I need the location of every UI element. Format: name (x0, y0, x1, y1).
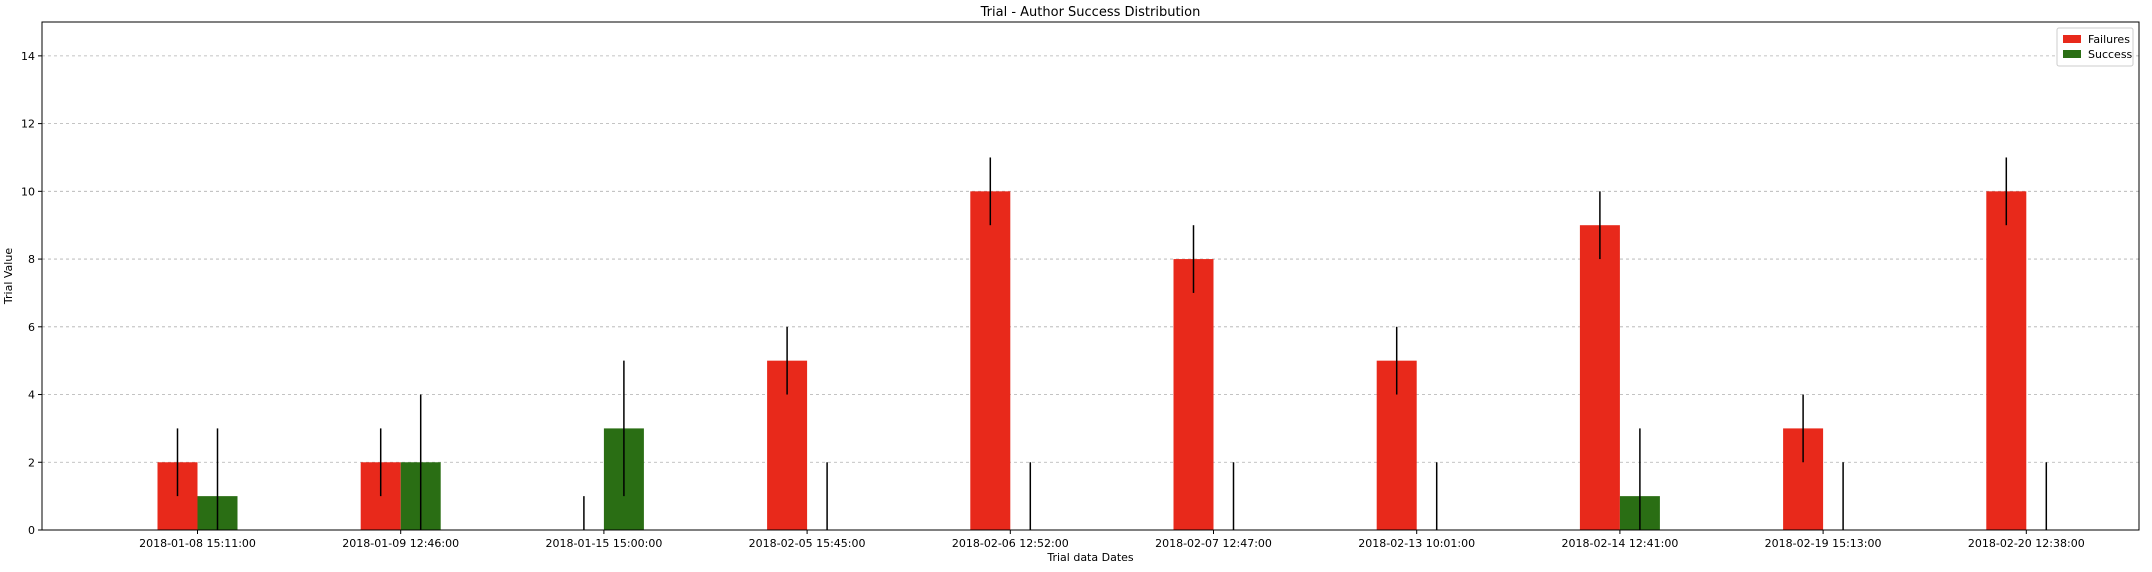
x-tick-label: 2018-02-14 12:41:00 (1561, 537, 1678, 550)
failures-bar (1986, 191, 2027, 531)
chart-title: Trial - Author Success Distribution (980, 5, 1201, 20)
x-tick-label: 2018-02-07 12:47:00 (1155, 537, 1272, 550)
legend-swatch (2063, 50, 2081, 58)
x-axis-label: Trial data Dates (1046, 551, 1134, 564)
error-bars (176, 157, 2048, 530)
x-tick-label: 2018-02-05 15:45:00 (749, 537, 866, 550)
y-tick-label: 0 (28, 524, 35, 537)
x-tick-label: 2018-01-09 12:46:00 (342, 537, 459, 550)
x-tick-label: 2018-02-19 15:13:00 (1765, 537, 1882, 550)
y-tick-label: 12 (21, 118, 35, 131)
legend-label: Failures (2088, 33, 2130, 46)
legend-label: Success (2088, 48, 2133, 61)
y-gridlines (42, 55, 2139, 463)
y-tick-label: 10 (21, 185, 35, 198)
x-tick-label: 2018-02-13 10:01:00 (1358, 537, 1475, 550)
bars (157, 191, 2027, 531)
x-tick-label: 2018-02-20 12:38:00 (1968, 537, 2085, 550)
legend-swatch (2063, 35, 2081, 43)
y-tick-label: 14 (21, 50, 35, 63)
y-tick-label: 2 (28, 456, 35, 469)
y-tick-label: 6 (28, 321, 35, 334)
failures-bar (1579, 225, 1620, 530)
failures-bar (1173, 259, 1214, 530)
failures-bar (970, 191, 1011, 531)
y-axis-label: Trial Value (2, 248, 15, 305)
y-tick-label: 8 (28, 253, 35, 266)
legend: Failures Success (2056, 27, 2134, 67)
y-tick-label: 4 (28, 389, 35, 402)
plot-frame (41, 21, 2140, 531)
x-tick-label: 2018-02-06 12:52:00 (952, 537, 1069, 550)
x-tick-label: 2018-01-15 15:00:00 (545, 537, 662, 550)
x-tick-label: 2018-01-08 15:11:00 (139, 537, 256, 550)
